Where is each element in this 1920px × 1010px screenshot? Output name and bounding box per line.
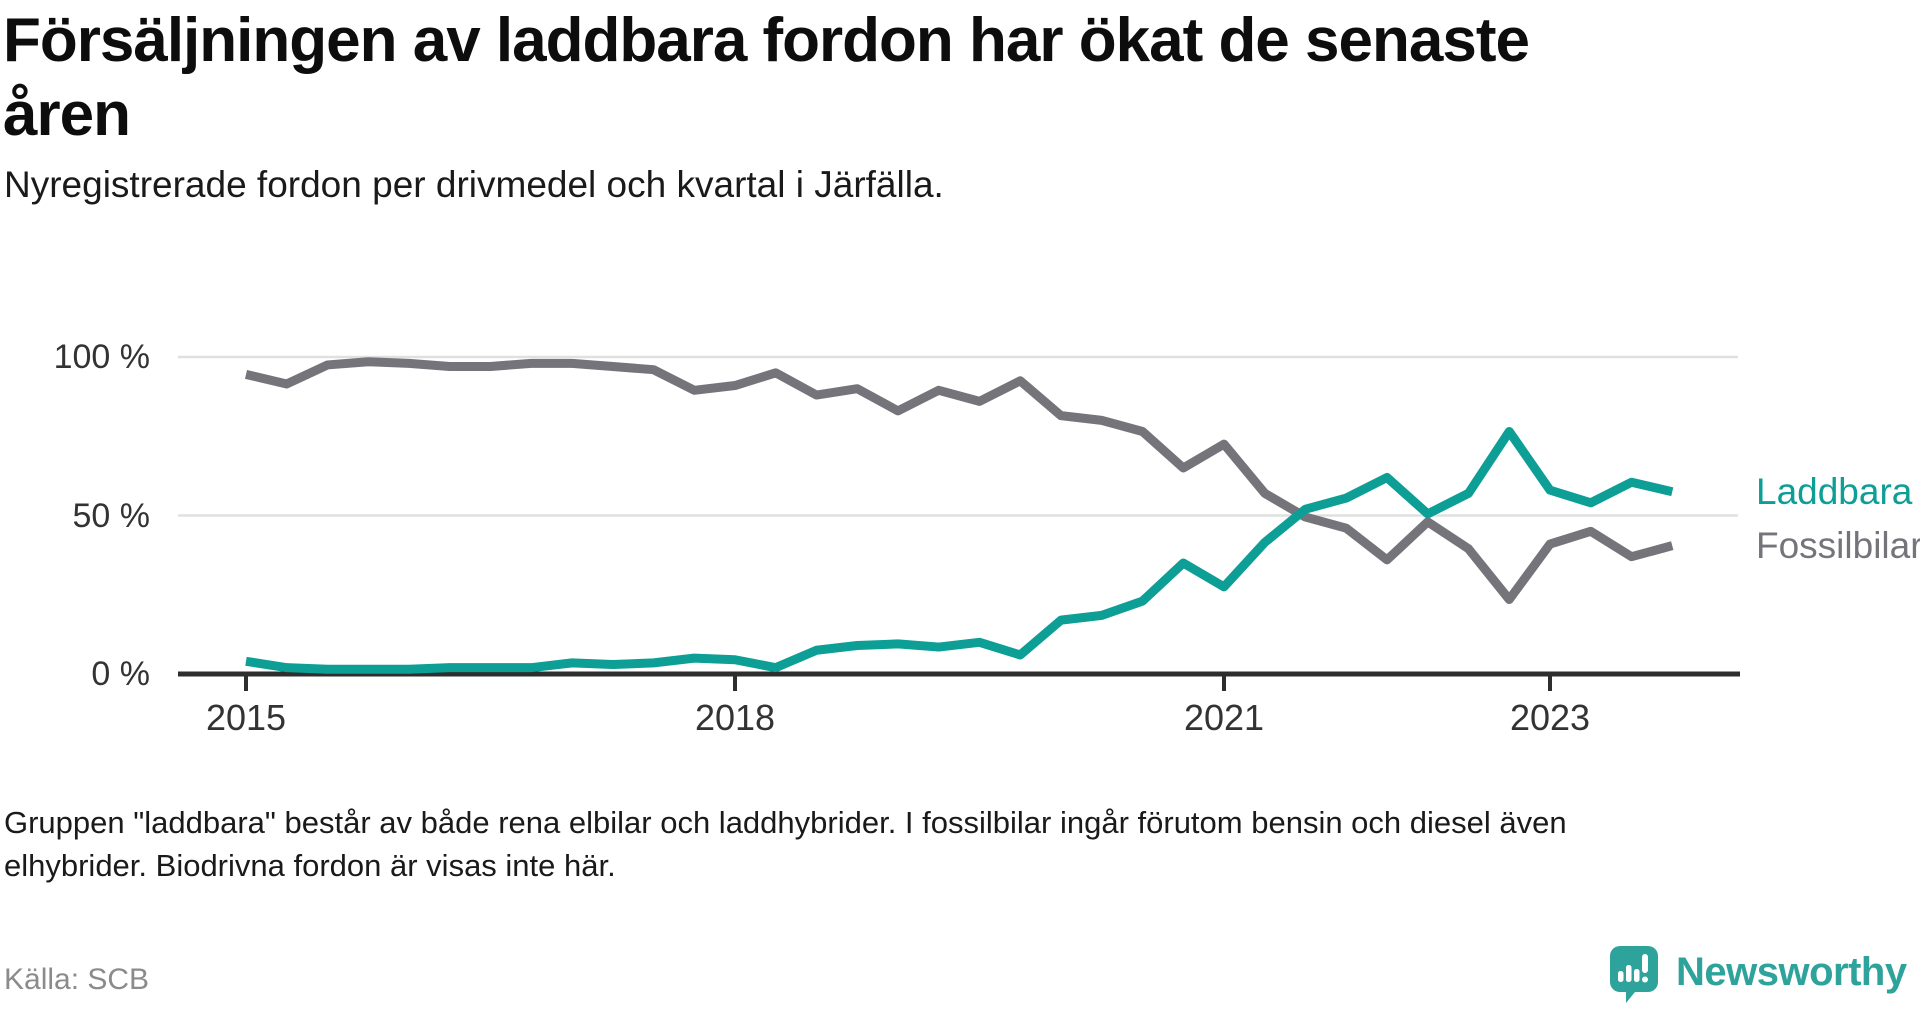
source-label: Källa: SCB xyxy=(4,963,150,996)
x-tick-label-2018: 2018 xyxy=(694,697,776,738)
legend-label-laddbara: Laddbara xyxy=(1756,470,1913,512)
y-tick-label-0: 0 % xyxy=(91,655,150,693)
y-tick-label-50: 50 % xyxy=(72,496,151,535)
newsworthy-logo: Newsworthy xyxy=(1608,944,1907,1004)
chart-footnote-line-1: Gruppen "laddbara" består av både rena e… xyxy=(4,805,1567,840)
page-title: Försäljningen av laddbara fordon har öka… xyxy=(3,4,1530,152)
x-tick-label-2021: 2021 xyxy=(1183,697,1265,738)
newsworthy-logo-text: Newsworthy xyxy=(1676,950,1907,994)
x-tick-label-2023: 2023 xyxy=(1509,697,1591,738)
legend-label-fossilbilar: Fossilbilar xyxy=(1756,524,1920,566)
x-tick-label-2015: 2015 xyxy=(205,697,287,738)
chart-footnote-line-2: elhybrider. Biodrivna fordon är visas in… xyxy=(4,848,616,883)
laddbara-line xyxy=(245,426,1674,674)
y-tick-label-100: 100 % xyxy=(53,338,150,376)
page-title-line-1: Försäljningen av laddbara fordon har öka… xyxy=(3,6,1530,75)
fossilbilar-line xyxy=(244,357,1674,605)
newsworthy-speech-bubble-chart-icon xyxy=(1610,946,1658,1003)
page-title-line-2: åren xyxy=(3,79,131,149)
chart-footnote: Gruppen "laddbara" består av både rena e… xyxy=(4,801,1567,887)
chart-subtitle: Nyregistrerade fordon per drivmedel och … xyxy=(4,164,944,205)
